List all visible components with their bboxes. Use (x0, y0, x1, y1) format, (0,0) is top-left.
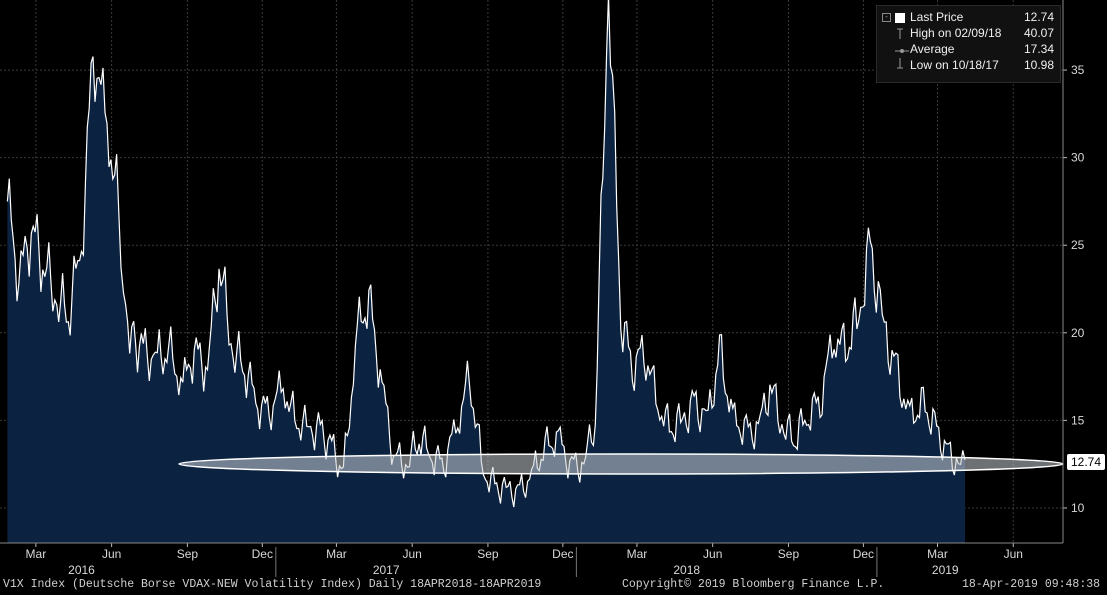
x-tick-label: Dec (252, 547, 273, 561)
price-area-fill (7, 0, 965, 543)
y-tick-label: 30 (1071, 151, 1085, 165)
x-tick-label: Mar (26, 547, 47, 561)
x-tick-label: Sep (778, 547, 800, 561)
legend-high-value: 40.07 (1023, 26, 1054, 40)
legend-last-price: - Last Price 12.74 (877, 10, 1060, 26)
highlight-ellipse (178, 453, 1064, 475)
last-price-tag: 12.74 (1067, 454, 1105, 470)
year-label: 2016 (68, 563, 95, 577)
footer-timestamp: 18-Apr-2019 09:48:38 (962, 578, 1101, 591)
year-label: 2018 (673, 563, 700, 577)
low-marker-icon (895, 58, 905, 69)
x-tick-label: Dec (552, 547, 573, 561)
legend-high: High on 02/09/18 40.07 (877, 26, 1060, 42)
y-tick-label: 35 (1071, 63, 1085, 77)
legend-average-label: Average (910, 42, 955, 56)
x-tick-label: Jun (102, 547, 121, 561)
legend-low-label: Low on 10/18/17 (910, 58, 999, 72)
x-tick-label: Jun (1004, 547, 1023, 561)
legend: - Last Price 12.74 High on 02/09/18 40.0… (876, 5, 1061, 83)
footer-copyright: Copyright© 2019 Bloomberg Finance L.P. (622, 578, 885, 591)
footer-index-info: V1X Index (Deutsche Borse VDAX-NEW Volat… (3, 578, 542, 591)
year-labels: 2016 2017 2018 2019 (68, 547, 959, 577)
average-marker-icon (895, 45, 909, 55)
year-label: 2019 (932, 563, 959, 577)
price-line (6, 0, 966, 508)
x-tick-label: Jun (402, 547, 421, 561)
y-tick-label: 20 (1071, 326, 1085, 340)
x-axis-ticks: Mar Jun Sep Dec Mar Jun Sep Dec Mar Jun Sep Dec Mar J… (0, 542, 1063, 561)
x-tick-label: Mar (627, 547, 648, 561)
legend-low: Low on 10/18/17 10.98 (877, 58, 1060, 74)
y-axis-ticks: 10 15 20 25 30 35 (1062, 0, 1085, 543)
high-marker-icon (895, 27, 905, 39)
year-label: 2017 (373, 563, 400, 577)
legend-average-value: 17.34 (1023, 42, 1054, 56)
collapse-icon[interactable]: - (882, 13, 891, 22)
legend-last-price-label: Last Price (910, 10, 964, 24)
square-icon (895, 13, 905, 23)
legend-high-label: High on 02/09/18 (910, 26, 1002, 40)
legend-last-price-value: 12.74 (1023, 10, 1054, 24)
x-tick-label: Mar (927, 547, 948, 561)
legend-low-value: 10.98 (1023, 58, 1054, 72)
y-tick-label: 10 (1071, 501, 1085, 515)
x-tick-label: Sep (477, 547, 499, 561)
x-tick-label: Sep (177, 547, 199, 561)
y-tick-label: 25 (1071, 238, 1085, 252)
x-tick-label: Dec (853, 547, 874, 561)
legend-average: Average 17.34 (877, 42, 1060, 58)
x-tick-label: Mar (326, 547, 347, 561)
x-tick-label: Jun (703, 547, 722, 561)
y-tick-label: 15 (1071, 413, 1085, 427)
